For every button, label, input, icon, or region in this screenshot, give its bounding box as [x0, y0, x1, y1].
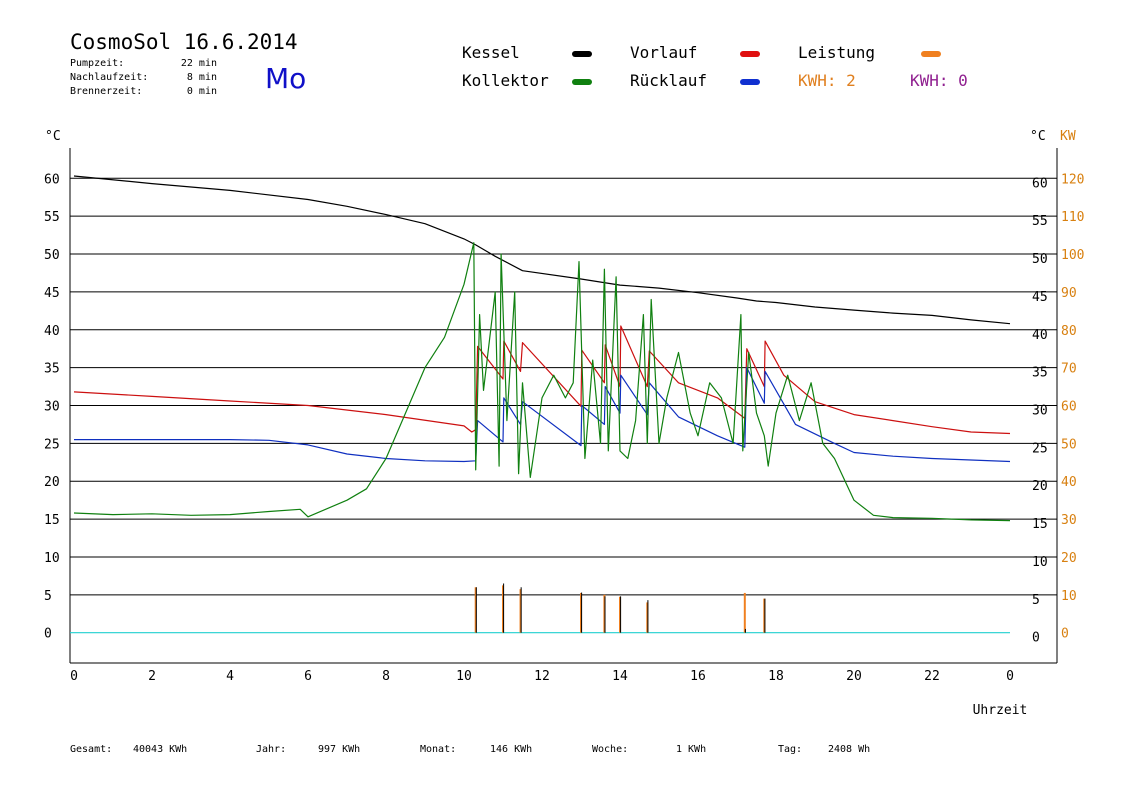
kollektor-series-line	[73, 242, 1011, 522]
y-tick-label-right: 0	[1032, 631, 1040, 646]
footer-jahr-label: Jahr:	[256, 744, 287, 755]
y-tick-label-right: 35	[1032, 366, 1048, 381]
footer-monat-label: Monat:	[420, 744, 457, 755]
footer-gesamt-label: Gesamt:	[70, 744, 113, 755]
weekday-label: Mo	[265, 62, 307, 95]
y-tick-label-right: 30	[1032, 404, 1048, 419]
footer-gesamt-value: 40043 KWh	[133, 744, 188, 755]
x-tick-label: 2	[148, 669, 156, 684]
info-label: Pumpzeit:	[70, 58, 125, 69]
info-value: 8 min	[186, 72, 217, 83]
kw-tick-label: 80	[1061, 324, 1077, 339]
legend-ruecklauf-label: Rücklauf	[630, 71, 708, 90]
x-tick-label: 0	[1006, 669, 1014, 684]
y-tick-label-left: 40	[44, 324, 60, 339]
y-tick-label-left: 35	[44, 362, 60, 377]
info-value: 0 min	[186, 86, 217, 97]
y-tick-label-left: 15	[44, 513, 60, 528]
y-tick-label-right: 25	[1032, 441, 1048, 456]
x-tick-label: 14	[612, 669, 628, 684]
info-label: Brennerzeit:	[70, 86, 143, 97]
legend-kwh-1: KWH: 2	[798, 71, 856, 90]
y-tick-label-right: 15	[1032, 517, 1048, 532]
footer-jahr-value: 997 KWh	[318, 744, 361, 755]
legend-leistung-label: Leistung	[798, 43, 876, 62]
x-tick-label: 8	[382, 669, 390, 684]
y-tick-label-left: 50	[44, 248, 60, 263]
x-axis-label: Uhrzeit	[973, 703, 1028, 718]
legend-kollektor-label: Kollektor	[462, 71, 549, 90]
ruecklauf-series-line	[74, 367, 1011, 463]
y-tick-label-right: 50	[1032, 252, 1048, 267]
kw-tick-label: 0	[1061, 627, 1069, 642]
kw-tick-label: 90	[1061, 286, 1077, 301]
x-tick-label: 18	[768, 669, 784, 684]
kw-tick-label: 100	[1061, 248, 1084, 263]
y-tick-label-left: 20	[44, 475, 60, 490]
footer-woche-value: 1 KWh	[676, 744, 707, 755]
y-tick-label-left: 10	[44, 551, 60, 566]
footer-monat-value: 146 KWh	[490, 744, 533, 755]
info-value: 22 min	[180, 58, 217, 69]
footer-tag-value: 2408 Wh	[828, 744, 871, 755]
y-tick-label-right: 5	[1032, 593, 1040, 608]
legend-ruecklauf-swatch	[740, 79, 760, 85]
legend-kessel-label: Kessel	[462, 43, 520, 62]
vorlauf-series-line	[73, 325, 1011, 435]
kw-tick-label: 60	[1061, 400, 1077, 415]
x-tick-label: 12	[534, 669, 550, 684]
x-tick-label: 0	[70, 669, 78, 684]
kw-tick-label: 50	[1061, 437, 1077, 452]
y-tick-label-left: 5	[44, 589, 52, 604]
y-tick-label-right: 45	[1032, 290, 1048, 305]
kw-tick-label: 70	[1061, 362, 1077, 377]
legend-kessel-swatch	[572, 51, 592, 57]
kw-tick-label: 120	[1061, 172, 1084, 187]
legend-vorlauf-label: Vorlauf	[630, 43, 698, 62]
chart-title: CosmoSol 16.6.2014	[70, 30, 298, 54]
legend-kollektor-swatch	[572, 79, 592, 85]
y-tick-label-left: 60	[44, 172, 60, 187]
y-tick-label-left: 0	[44, 627, 52, 642]
footer-tag-label: Tag:	[778, 744, 803, 755]
x-tick-label: 16	[690, 669, 706, 684]
y-tick-label-right: 55	[1032, 214, 1048, 229]
info-label: Nachlaufzeit:	[70, 72, 149, 83]
x-tick-label: 6	[304, 669, 312, 684]
x-tick-label: 20	[846, 669, 862, 684]
y-tick-label-left: 45	[44, 286, 60, 301]
kw-tick-label: 20	[1061, 551, 1077, 566]
kw-tick-label: 40	[1061, 475, 1077, 490]
legend-kwh-2: KWH: 0	[910, 71, 968, 90]
y-tick-label-left: 55	[44, 210, 60, 225]
kw-tick-label: 10	[1061, 589, 1077, 604]
y-unit-right: °C	[1030, 129, 1046, 144]
y-tick-label-right: 10	[1032, 555, 1048, 570]
x-tick-label: 10	[456, 669, 472, 684]
legend-vorlauf-swatch	[740, 51, 760, 57]
kw-unit: KW	[1060, 129, 1076, 144]
y-tick-label-right: 20	[1032, 479, 1048, 494]
legend-leistung-swatch	[921, 51, 941, 57]
y-tick-label-left: 30	[44, 400, 60, 415]
y-tick-label-right: 60	[1032, 176, 1048, 191]
x-tick-label: 22	[924, 669, 940, 684]
y-tick-label-left: 25	[44, 437, 60, 452]
y-tick-label-right: 40	[1032, 328, 1048, 343]
kessel-series-line	[73, 175, 1011, 325]
footer-woche-label: Woche:	[592, 744, 629, 755]
kw-tick-label: 110	[1061, 210, 1084, 225]
x-tick-label: 4	[226, 669, 234, 684]
kw-tick-label: 30	[1061, 513, 1077, 528]
y-unit-left: °C	[45, 129, 61, 144]
